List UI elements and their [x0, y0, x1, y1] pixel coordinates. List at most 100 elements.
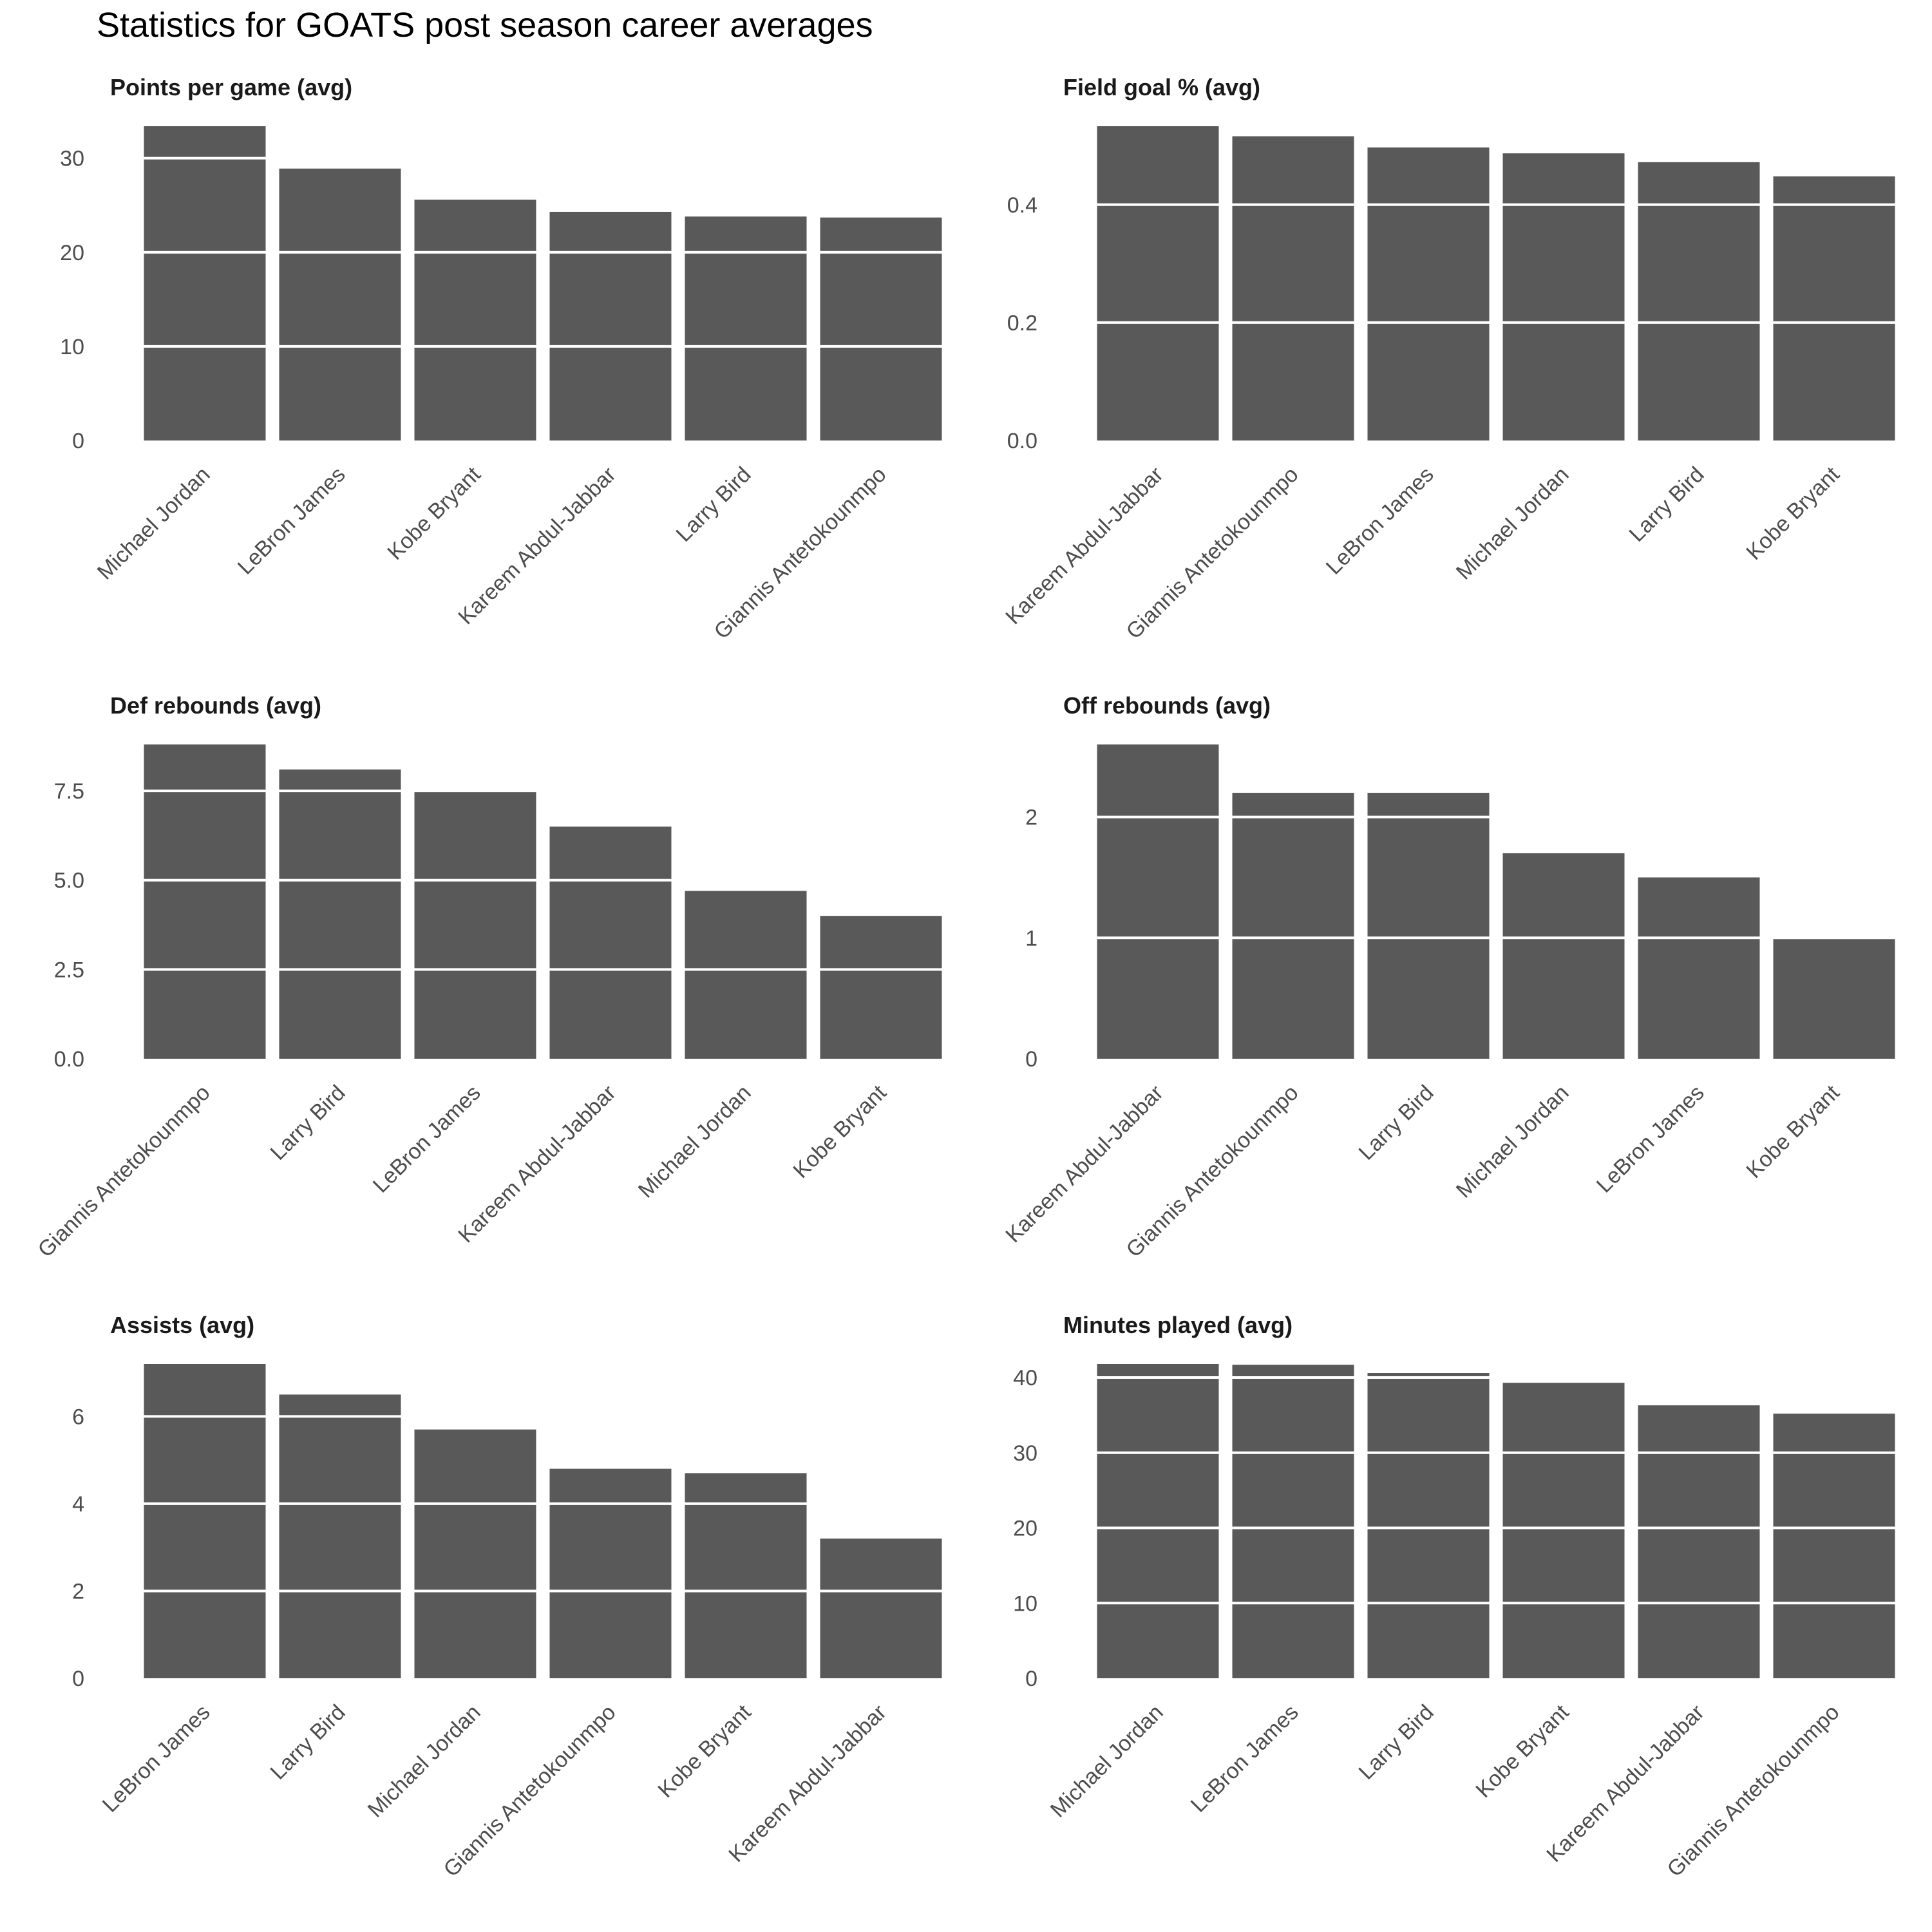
y-tick-label: 30 — [1013, 1441, 1037, 1466]
bar-giannis-antetokounmpo — [1773, 1414, 1895, 1678]
bar-giannis-antetokounmpo — [1232, 793, 1354, 1059]
x-tick-label: Kareem Abdul-Jabbar — [453, 1081, 620, 1247]
panel-title: Points per game (avg) — [110, 74, 352, 100]
panel-title: Assists (avg) — [110, 1312, 254, 1338]
x-tick-label: Michael Jordan — [634, 1081, 756, 1203]
x-tick-label: Larry Bird — [1354, 1081, 1439, 1165]
y-tick-label: 0.4 — [1007, 193, 1037, 218]
bar-lebron-james — [1367, 147, 1490, 440]
x-tick-label: Larry Bird — [1625, 462, 1709, 547]
y-tick-label: 0 — [72, 429, 84, 453]
panel-title: Off rebounds (avg) — [1063, 692, 1271, 719]
bar-kobe-bryant — [685, 1473, 807, 1678]
y-tick-label: 0 — [1025, 1667, 1037, 1691]
bar-kareem-abdul-jabbar — [1638, 1405, 1760, 1678]
x-tick-label: LeBron James — [233, 462, 350, 580]
x-tick-label: Michael Jordan — [93, 462, 215, 585]
bar-lebron-james — [279, 168, 401, 440]
y-tick-label: 40 — [1013, 1366, 1037, 1390]
x-tick-label: Michael Jordan — [1046, 1700, 1168, 1823]
x-tick-label: Giannis Antetokounmpo — [33, 1081, 214, 1262]
y-tick-label: 0.0 — [1007, 429, 1037, 453]
panel-2: Field goal % (avg) 0.0 0.2 0.4 Kareem Abdul-… — [1001, 74, 1902, 644]
y-tick-label: 0 — [72, 1667, 84, 1691]
panel-title: Def rebounds (avg) — [110, 692, 321, 719]
bar-michael-jordan — [685, 891, 807, 1059]
y-tick-label: 0.2 — [1007, 311, 1037, 336]
x-tick-label: Kareem Abdul-Jabbar — [1001, 462, 1168, 629]
bar-kobe-bryant — [1773, 938, 1895, 1059]
bar-kobe-bryant — [820, 916, 942, 1059]
panel-title: Field goal % (avg) — [1063, 74, 1260, 100]
bar-lebron-james — [1232, 1365, 1354, 1678]
panel-3: Def rebounds (avg) 0.0 2.5 5.0 7.5 Giannis An… — [33, 692, 949, 1262]
bar-larry-bird — [1638, 162, 1760, 440]
bar-kareem-abdul-jabbar — [549, 211, 672, 440]
bar-michael-jordan — [1097, 1364, 1219, 1678]
bar-kareem-abdul-jabbar — [820, 1539, 942, 1678]
y-tick-label: 20 — [1013, 1517, 1037, 1541]
y-tick-label: 2 — [72, 1579, 84, 1604]
panel-5: Assists (avg) 0 2 4 6 LeBron James Larry Bird M… — [72, 1312, 949, 1882]
x-tick-label: Kareem Abdul-Jabbar — [1001, 1081, 1168, 1247]
panel-title: Minutes played (avg) — [1063, 1312, 1293, 1338]
x-tick-label: Kareem Abdul-Jabbar — [724, 1700, 891, 1867]
bar-giannis-antetokounmpo — [820, 217, 942, 440]
bar-larry-bird — [279, 769, 401, 1059]
y-tick-label: 10 — [1013, 1591, 1037, 1616]
x-tick-label: Larry Bird — [266, 1700, 350, 1785]
x-tick-label: Larry Bird — [1354, 1700, 1439, 1785]
x-tick-label: Kobe Bryant — [653, 1700, 756, 1803]
bar-lebron-james — [414, 791, 536, 1059]
bar-kobe-bryant — [1502, 1383, 1625, 1678]
bar-michael-jordan — [144, 126, 266, 440]
bar-larry-bird — [1367, 1373, 1490, 1678]
x-tick-label: Larry Bird — [672, 462, 756, 547]
bar-giannis-antetokounmpo — [144, 744, 266, 1059]
bar-kobe-bryant — [1773, 176, 1895, 440]
x-tick-label: LeBron James — [1592, 1081, 1709, 1198]
panel-6: Minutes played (avg) 0 10 20 30 40 Michael Jor… — [1013, 1312, 1902, 1882]
bar-michael-jordan — [414, 1429, 536, 1678]
y-tick-label: 20 — [60, 241, 84, 265]
bar-kareem-abdul-jabbar — [549, 826, 672, 1059]
y-tick-label: 5.0 — [54, 869, 84, 893]
bar-michael-jordan — [1502, 853, 1625, 1059]
bar-larry-bird — [1367, 793, 1490, 1059]
y-tick-label: 2 — [1025, 806, 1037, 830]
x-tick-label: Kobe Bryant — [383, 462, 486, 565]
bar-kobe-bryant — [414, 199, 536, 440]
x-tick-label: Kobe Bryant — [788, 1080, 891, 1183]
bar-giannis-antetokounmpo — [1232, 136, 1354, 440]
x-tick-label: LeBron James — [1186, 1700, 1303, 1817]
x-tick-label: Kareem Abdul-Jabbar — [453, 462, 620, 629]
x-tick-label: LeBron James — [98, 1700, 215, 1817]
y-tick-label: 6 — [72, 1405, 84, 1429]
x-tick-label: LeBron James — [368, 1081, 486, 1198]
chart-title: Statistics for GOATS post season career … — [97, 6, 873, 44]
bar-larry-bird — [279, 1394, 401, 1678]
y-tick-label: 0 — [1025, 1047, 1037, 1072]
y-tick-label: 0.0 — [54, 1047, 84, 1072]
bar-giannis-antetokounmpo — [549, 1468, 672, 1678]
y-tick-label: 30 — [60, 147, 84, 171]
bar-kareem-abdul-jabbar — [1097, 744, 1219, 1059]
bar-lebron-james — [144, 1364, 266, 1678]
x-tick-label: Larry Bird — [266, 1081, 350, 1165]
x-tick-label: Kareem Abdul-Jabbar — [1542, 1700, 1709, 1867]
x-tick-label: Kobe Bryant — [1471, 1700, 1574, 1803]
x-tick-label: Kobe Bryant — [1741, 1080, 1844, 1183]
panel-4: Off rebounds (avg) 0 1 2 Kareem Abdul-Jabbar… — [1001, 692, 1902, 1262]
x-tick-label: Michael Jordan — [363, 1700, 486, 1823]
y-tick-label: 1 — [1025, 926, 1037, 951]
bar-lebron-james — [1638, 877, 1760, 1059]
panel-1: Points per game (avg) 0 10 20 30 Michael Jord… — [60, 74, 949, 644]
x-tick-label: Kobe Bryant — [1741, 462, 1844, 565]
bar-kareem-abdul-jabbar — [1097, 126, 1219, 440]
x-tick-label: LeBron James — [1321, 462, 1439, 580]
bar-larry-bird — [685, 216, 807, 440]
y-tick-label: 4 — [72, 1492, 84, 1517]
x-tick-label: Michael Jordan — [1452, 1081, 1574, 1203]
y-tick-label: 2.5 — [54, 958, 84, 982]
